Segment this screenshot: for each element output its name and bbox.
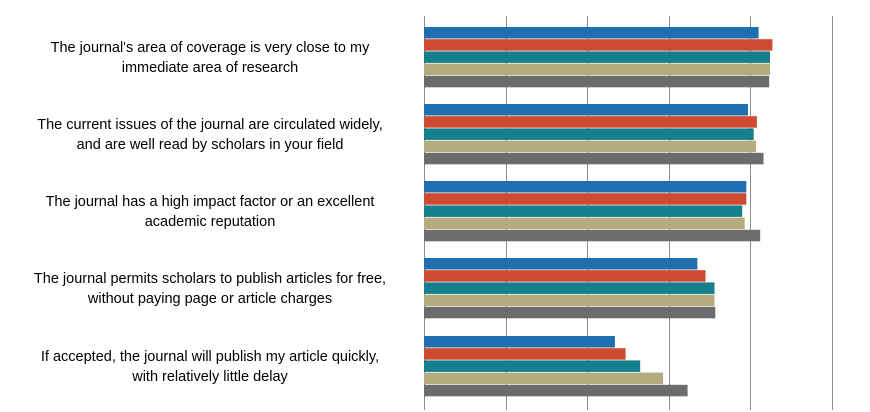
bar-cat3-series4 (424, 217, 745, 230)
bar-cat5-series3 (424, 360, 641, 372)
bar-cat2-series5 (424, 152, 764, 165)
bar-cat5-series5 (424, 384, 688, 397)
bar-cat1-series2 (424, 39, 773, 51)
category-label-2-line-1: The current issues of the journal are ci… (37, 117, 382, 133)
bar-cat1-series1 (424, 27, 759, 39)
bar-cat1-series5 (424, 75, 770, 88)
bar-cat4-series5 (424, 306, 716, 319)
bar-cat2-series2 (424, 116, 757, 128)
bar-cat2-series3 (424, 128, 754, 140)
category-label-5-line-1: If accepted, the journal will publish my… (41, 349, 379, 365)
bar-cat4-series4 (424, 294, 715, 307)
category-label-4-line-1: The journal permits scholars to publish … (34, 271, 386, 287)
bar-cat4-series1 (424, 258, 698, 270)
category-label-3-line-1: The journal has a high impact factor or … (46, 194, 375, 210)
bar-cat5-series1 (424, 336, 615, 348)
bars (424, 27, 773, 397)
bar-cat2-series4 (424, 140, 757, 153)
category-label-4-line-2: without paying page or article charges (87, 291, 332, 307)
category-labels: The journal's area of coverage is very c… (34, 40, 386, 385)
category-label-3-line-2: academic reputation (145, 214, 276, 230)
bar-cat5-series4 (424, 372, 664, 385)
bar-cat5-series2 (424, 348, 626, 360)
bar-cat1-series4 (424, 63, 770, 76)
bar-cat1-series3 (424, 51, 770, 63)
bar-cat3-series5 (424, 229, 761, 242)
bar-cat3-series1 (424, 181, 747, 193)
category-label-1-line-1: The journal's area of coverage is very c… (51, 40, 370, 56)
category-label-5-line-2: with relatively little delay (131, 369, 288, 385)
bar-cat4-series2 (424, 270, 706, 282)
bar-cat2-series1 (424, 104, 748, 116)
bar-cat4-series3 (424, 282, 715, 294)
bar-cat3-series3 (424, 205, 743, 217)
bar-cat3-series2 (424, 193, 747, 205)
category-label-2-line-2: and are well read by scholars in your fi… (77, 137, 344, 153)
category-label-1-line-2: immediate area of research (122, 60, 299, 76)
